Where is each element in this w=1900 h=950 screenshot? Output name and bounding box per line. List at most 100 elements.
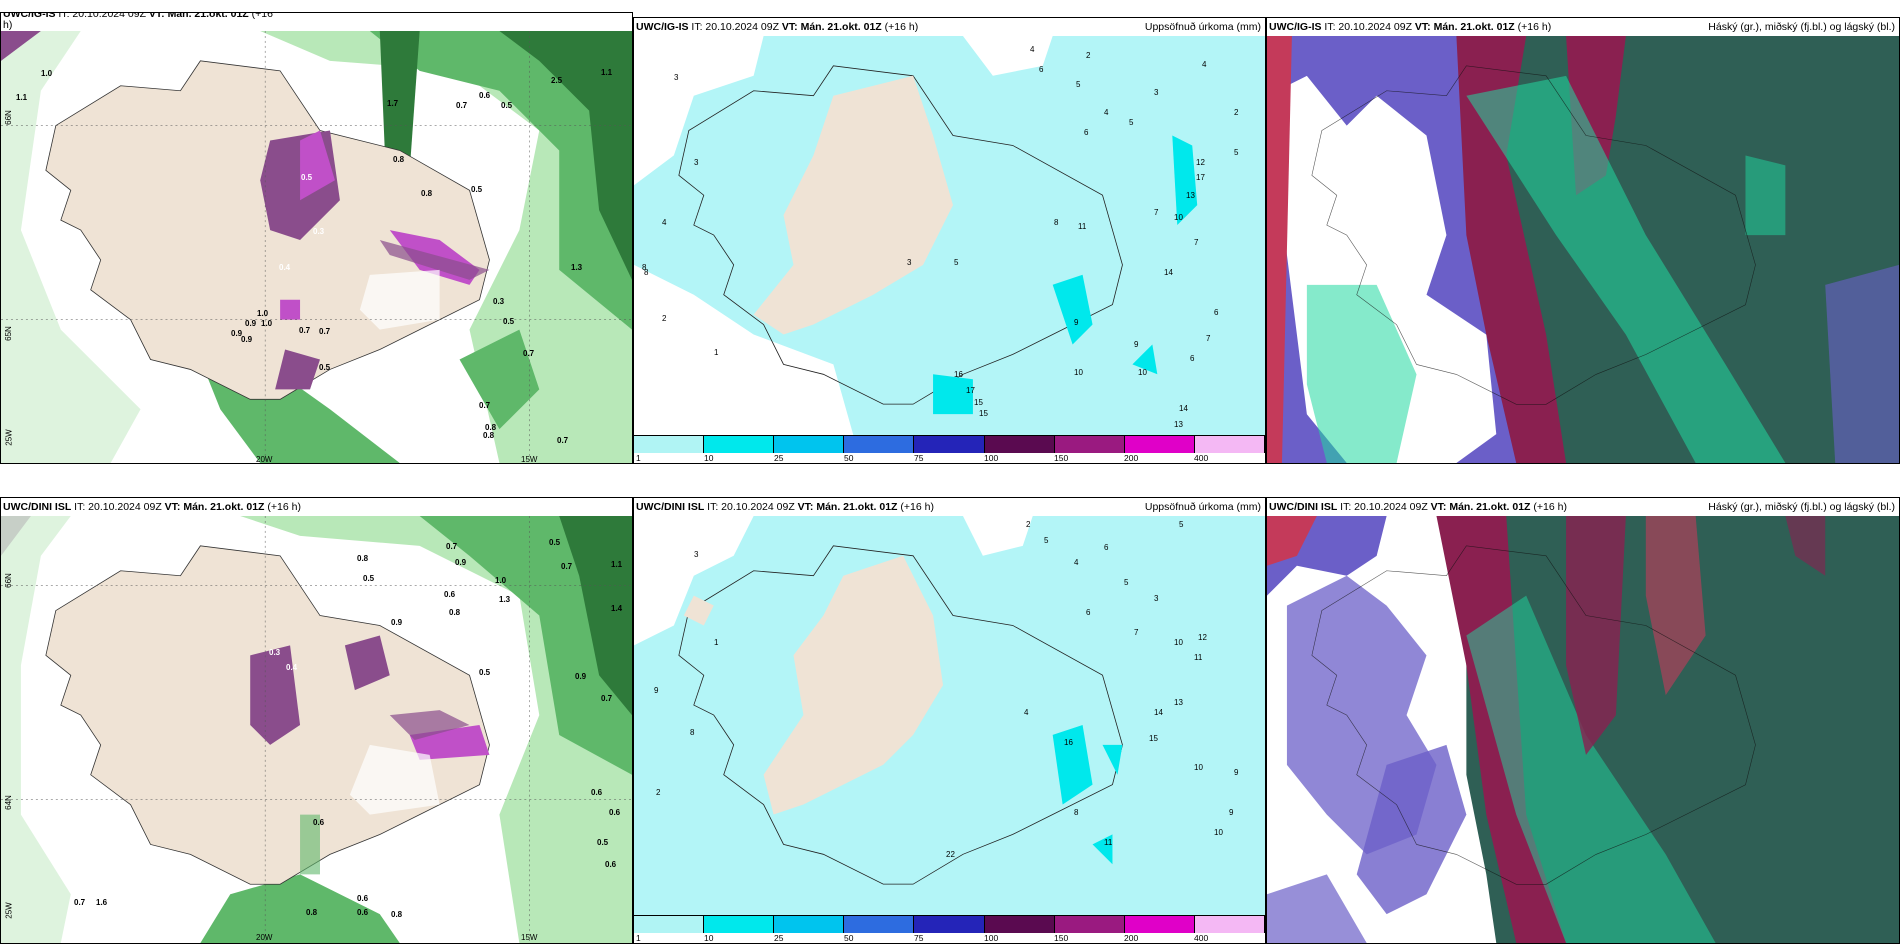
value-label: 10 xyxy=(1174,213,1183,222)
value-label: 13 xyxy=(1174,420,1183,429)
lon-label-25: 25W xyxy=(4,429,14,446)
map-title: Háský (gr.), miðský (fj.bl.) og lágský (… xyxy=(1708,21,1895,33)
value-label: 8 xyxy=(1054,218,1059,227)
valid-label: VT: xyxy=(148,12,165,20)
init-time: IT: 20.10.2024 09Z xyxy=(691,21,779,33)
init-time: IT: 20.10.2024 09Z xyxy=(58,12,146,20)
value-label: 5 xyxy=(1179,520,1184,529)
scale-tick: 75 xyxy=(914,933,924,943)
lead-time: (+16 h) xyxy=(884,21,919,33)
lon-label-20: 20W xyxy=(256,455,273,464)
init-time: IT: 20.10.2024 09Z xyxy=(74,501,162,513)
value-label: 4 xyxy=(1202,60,1207,69)
panel-header: UWC/IG-IS IT: 20.10.2024 09Z VT: Mán. 21… xyxy=(634,18,1265,36)
valid-time: Mán. 21.okt. 01Z xyxy=(183,501,265,513)
scale-swatch xyxy=(774,436,845,453)
scale-swatch xyxy=(704,436,775,453)
value-label: 0.3 xyxy=(493,297,505,306)
lon-label-25: 25W xyxy=(4,902,14,919)
value-label: 3 xyxy=(674,73,679,82)
value-label: 8 xyxy=(690,728,695,737)
value-label: 1.6 xyxy=(96,898,108,907)
value-label: 4 xyxy=(662,218,667,227)
value-label: 1.0 xyxy=(495,576,507,585)
valid-time: Mán. 21.okt. 01Z xyxy=(1449,501,1531,513)
map-title: Háský (gr.), miðský (fj.bl.) og lágský (… xyxy=(1708,501,1895,513)
value-label: 3 xyxy=(1154,594,1159,603)
value-label: 0.5 xyxy=(479,668,491,677)
value-label: 14 xyxy=(1164,268,1173,277)
precip-map xyxy=(634,516,1265,915)
scale-swatch xyxy=(1194,916,1265,933)
scale-tick: 25 xyxy=(774,453,784,463)
value-label: 10 xyxy=(1194,763,1203,772)
value-label: 0.8 xyxy=(357,554,369,563)
value-label: 1.1 xyxy=(601,68,613,77)
value-label: 0.4 xyxy=(286,663,298,672)
model-source: UWC/IG-IS xyxy=(636,21,689,33)
value-label: 0.7 xyxy=(446,542,458,551)
value-label: 0.7 xyxy=(479,401,491,410)
scale-tick: 1 xyxy=(636,453,641,463)
scale-tick: 50 xyxy=(844,453,854,463)
value-label: 5 xyxy=(954,258,959,267)
value-label: 0.7 xyxy=(601,694,613,703)
value-label: 0.6 xyxy=(605,860,617,869)
value-label: 17 xyxy=(1196,173,1205,182)
lon-label-15: 15W xyxy=(521,933,538,942)
lon-label-15: 15W xyxy=(521,455,538,464)
value-label: 2 xyxy=(1234,108,1239,117)
value-label: 6 xyxy=(1190,354,1195,363)
scale-tick: 100 xyxy=(984,933,999,943)
model-source: UWC/DINI ISL xyxy=(1269,501,1338,513)
scale-swatch xyxy=(634,436,705,453)
value-label: 4 xyxy=(1074,558,1079,567)
init-time: IT: 20.10.2024 09Z xyxy=(707,501,795,513)
scale-tick: 1 xyxy=(636,933,641,943)
scale-swatch xyxy=(634,916,705,933)
value-label: 0.5 xyxy=(501,101,513,110)
precip-colorbar: 1 10 25 50 75 100 150 200 400 xyxy=(634,915,1265,943)
value-label: 0.7 xyxy=(561,562,573,571)
scale-tick: 200 xyxy=(1124,933,1139,943)
value-label: 12 xyxy=(1196,158,1205,167)
model-source: UWC/DINI ISL xyxy=(636,501,705,513)
value-label: 0.9 xyxy=(455,558,467,567)
scale-swatch xyxy=(1124,916,1195,933)
value-label: 1.0 xyxy=(41,69,53,78)
scale-tick: 10 xyxy=(704,453,714,463)
scale-swatch xyxy=(984,436,1055,453)
scale-swatch xyxy=(1194,436,1265,453)
value-label: 7 xyxy=(1134,628,1139,637)
value-label: 0.5 xyxy=(319,363,331,372)
value-label: 0.6 xyxy=(591,788,603,797)
value-label: 4 xyxy=(1030,45,1035,54)
panel-header: UWC/DINI ISL IT: 20.10.2024 09Z VT: Mán.… xyxy=(1,498,632,516)
map-title: Uppsöfnuð úrkoma (mm) xyxy=(1144,501,1261,513)
value-label: 1.0 xyxy=(261,319,273,328)
scale-tick: 100 xyxy=(984,453,999,463)
lead-time: (+16 h) xyxy=(1533,501,1567,513)
value-label: 0.8 xyxy=(391,910,403,919)
value-label: 6 xyxy=(1104,543,1109,552)
value-label: 3 xyxy=(1154,88,1159,97)
value-label: 15 xyxy=(979,409,988,418)
value-label: 3 xyxy=(907,258,912,267)
value-label: 7 xyxy=(1206,334,1211,343)
value-label: 9 xyxy=(1234,768,1239,777)
lat-label-66: 66N xyxy=(3,110,13,125)
lead-time: (+16 h) xyxy=(900,501,934,513)
value-label: 17 xyxy=(966,386,975,395)
value-label: 0.6 xyxy=(444,590,456,599)
value-label: 0.9 xyxy=(391,618,403,627)
value-label: 0.6 xyxy=(357,908,369,917)
value-label: 2 xyxy=(1086,51,1091,60)
value-label: 15 xyxy=(974,398,983,407)
value-label: 8 xyxy=(1074,808,1079,817)
value-label: 0.8 xyxy=(393,155,405,164)
panel-header: UWC/DINI ISL IT: 20.10.2024 09Z VT: Mán.… xyxy=(634,498,1265,516)
wind-precip-map xyxy=(1,31,632,463)
value-label: 11 xyxy=(1104,838,1113,847)
value-label: 6 xyxy=(1214,308,1219,317)
value-label: 1.4 xyxy=(611,604,623,613)
